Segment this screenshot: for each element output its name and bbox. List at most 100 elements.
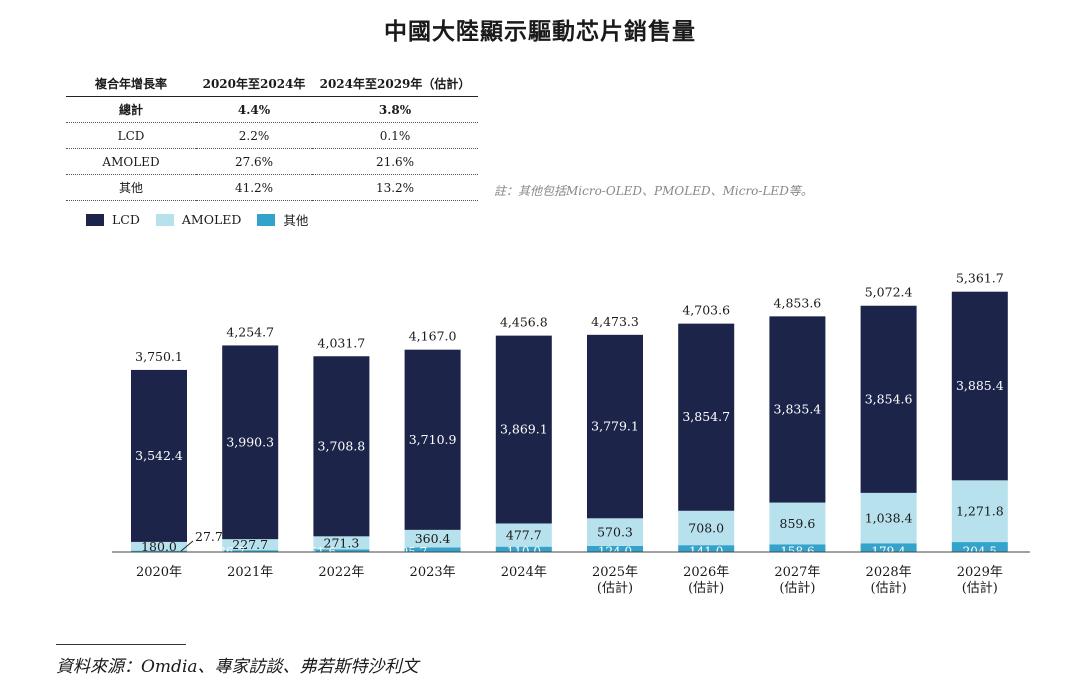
cagr-row: 其他 41.2% 13.2%	[66, 175, 478, 201]
bar-segment-other	[222, 550, 279, 552]
source-note: 資料來源：Omdia、專家訪談、弗若斯特沙利文	[56, 657, 419, 677]
bar-segment-other	[131, 550, 187, 552]
data-label-lcd: 3,779.1	[591, 419, 639, 434]
cagr-header-2020-2024: 2020年至2024年	[202, 76, 306, 91]
data-label-amoled: 570.3	[597, 525, 633, 540]
x-tick-label: 2029年	[957, 565, 1003, 580]
data-label-other: 27.7	[195, 529, 223, 544]
x-tick-note: (估計)	[962, 580, 998, 596]
cagr-value: 2.2%	[238, 128, 270, 143]
data-label-amoled: 1,038.4	[865, 511, 913, 526]
x-tick-label: 2027年	[774, 565, 820, 580]
bar-segment-lcd	[131, 369, 187, 542]
bar-segment-lcd	[495, 335, 552, 524]
bar-segment-amoled	[769, 502, 826, 545]
cagr-row-label: 總計	[118, 103, 143, 117]
data-label-lcd: 3,708.8	[318, 438, 366, 453]
cagr-row: LCD 2.2% 0.1%	[66, 123, 478, 149]
data-label-total: 4,254.7	[226, 324, 274, 339]
data-label-total: 4,853.6	[774, 295, 822, 310]
cagr-row: AMOLED 27.6% 21.6%	[66, 149, 478, 175]
data-label-amoled: 477.7	[506, 528, 542, 543]
bar-segment-amoled	[222, 539, 279, 551]
bar-segment-lcd	[404, 349, 461, 530]
legend-swatch-lcd	[86, 213, 104, 226]
cagr-row-label: 其他	[118, 181, 143, 195]
footnote: 註：其他包括Micro-OLED、PMOLED、Micro-LED等。	[494, 184, 813, 198]
data-label-amoled: 360.4	[415, 531, 451, 546]
data-label-amoled: 227.7	[232, 537, 268, 552]
bar-segment-other	[404, 547, 461, 552]
cagr-value: 41.2%	[234, 180, 274, 195]
bar-segment-lcd	[678, 323, 735, 511]
data-label-total: 5,072.4	[865, 285, 913, 300]
bar-segment-amoled	[131, 541, 187, 551]
legend-label: 其他	[283, 213, 309, 228]
legend-label: AMOLED	[181, 212, 242, 227]
x-tick-label: 2020年	[136, 565, 182, 580]
data-label-lcd: 3,710.9	[409, 432, 457, 447]
data-label-amoled: 859.6	[780, 516, 816, 531]
bar-segment-other	[313, 549, 370, 552]
data-label-lcd: 3,869.1	[500, 422, 548, 437]
bar-segment-amoled	[587, 518, 643, 546]
cagr-table: 複合年增長率 2020年至2024年 2024年至2029年（估計） 總計 4.…	[66, 70, 478, 201]
bar-segment-other	[495, 546, 552, 552]
bar-segment-lcd	[222, 345, 279, 540]
x-tick-label: 2022年	[318, 565, 364, 580]
cagr-header-2024-2029: 2024年至2029年（估計）	[319, 76, 471, 91]
x-tick-note: (估計)	[779, 580, 815, 596]
data-label-lcd: 3,542.4	[135, 448, 183, 463]
data-label-amoled: 708.0	[688, 520, 724, 535]
bar-segment-other	[678, 545, 735, 552]
data-label-total: 4,456.8	[500, 315, 548, 330]
data-label-total: 3,750.1	[135, 349, 183, 364]
cagr-value: 21.6%	[375, 154, 415, 169]
bar-segment-other	[951, 542, 1008, 552]
bar-segment-amoled	[860, 492, 917, 544]
x-tick-label: 2024年	[501, 565, 547, 580]
data-label-total: 4,473.3	[591, 314, 639, 329]
bar-segment-amoled	[678, 510, 735, 546]
bar-segment-other	[587, 545, 643, 552]
bar-segment-amoled	[404, 529, 461, 548]
legend-label: LCD	[112, 212, 140, 227]
data-label-lcd: 3,835.4	[774, 401, 822, 416]
bar-segment-lcd	[951, 291, 1008, 481]
bar-segment-lcd	[587, 334, 643, 519]
x-tick-label: 2025年	[592, 565, 638, 580]
bar-segment-lcd	[860, 305, 917, 493]
data-label-total: 4,703.6	[682, 303, 730, 318]
x-tick-label: 2021年	[227, 565, 273, 580]
data-label-lcd: 3,854.7	[682, 409, 730, 424]
cagr-row-label: AMOLED	[102, 154, 160, 169]
cagr-value: 13.2%	[375, 180, 415, 195]
bar-segment-lcd	[313, 356, 370, 537]
data-label-amoled: 271.3	[324, 535, 360, 550]
chart-legend: LCD AMOLED 其他	[86, 210, 324, 229]
legend-swatch-amoled	[155, 213, 174, 226]
cagr-value: 3.8%	[378, 102, 412, 117]
leader-line	[180, 540, 194, 552]
bar-segment-other	[769, 544, 826, 552]
x-tick-label: 2023年	[410, 565, 456, 580]
x-tick-note: (估計)	[688, 580, 724, 596]
legend-item-amoled: AMOLED	[155, 210, 242, 229]
bar-segment-lcd	[769, 316, 826, 503]
cagr-value: 0.1%	[379, 128, 411, 143]
data-label-total: 4,167.0	[409, 329, 457, 344]
legend-swatch-other	[257, 213, 276, 226]
bar-segment-amoled	[495, 523, 552, 547]
x-tick-label: 2026年	[683, 565, 729, 580]
cagr-value: 27.6%	[234, 154, 274, 169]
data-label-total: 5,361.7	[956, 271, 1004, 286]
cagr-value: 4.4%	[237, 102, 271, 117]
data-label-amoled: 1,271.8	[956, 504, 1004, 519]
data-label-lcd: 3,990.3	[226, 434, 274, 449]
cagr-header-label: 複合年增長率	[94, 76, 167, 91]
bar-segment-amoled	[313, 536, 370, 550]
data-label-total: 4,031.7	[318, 335, 366, 350]
bar-segment-amoled	[951, 480, 1008, 543]
data-label-lcd: 3,854.6	[865, 391, 913, 406]
x-tick-label: 2028年	[866, 565, 912, 580]
